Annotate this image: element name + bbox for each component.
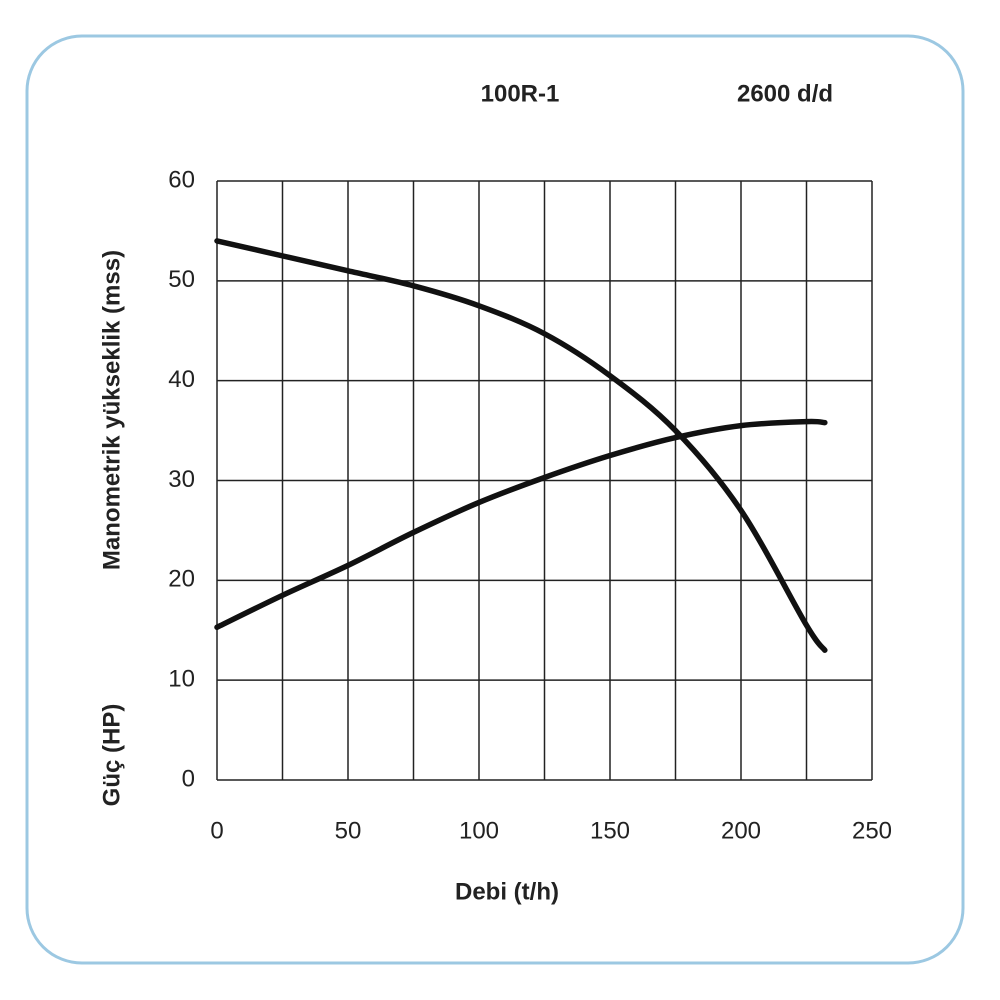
- x-tick-label: 50: [335, 817, 362, 844]
- y-tick-label: 20: [168, 566, 195, 593]
- y-axis-label: Manometrik yükseklik (mss): [98, 250, 125, 570]
- y-tick-label: 0: [182, 765, 195, 792]
- x-tick-label: 100: [459, 817, 499, 844]
- line: [214, 418, 828, 631]
- chart-subtitle: 2600 d/d: [737, 80, 833, 107]
- x-tick-label: 0: [210, 817, 223, 844]
- x-tick-label: 200: [721, 817, 761, 844]
- chart-title: 100R-1: [481, 80, 560, 107]
- y-axis-label-2: Güç (HP): [98, 704, 125, 807]
- y-tick-label: 10: [168, 666, 195, 693]
- y-tick-label: 50: [168, 266, 195, 293]
- x-axis-label: Debi (t/h): [455, 878, 559, 905]
- frame: [25, 34, 965, 965]
- y-tick-label: 60: [168, 166, 195, 193]
- line: [214, 238, 828, 653]
- x-tick-label: 150: [590, 817, 630, 844]
- x-tick-label: 250: [852, 817, 892, 844]
- y-tick-label: 30: [168, 466, 195, 493]
- y-tick-label: 40: [168, 366, 195, 393]
